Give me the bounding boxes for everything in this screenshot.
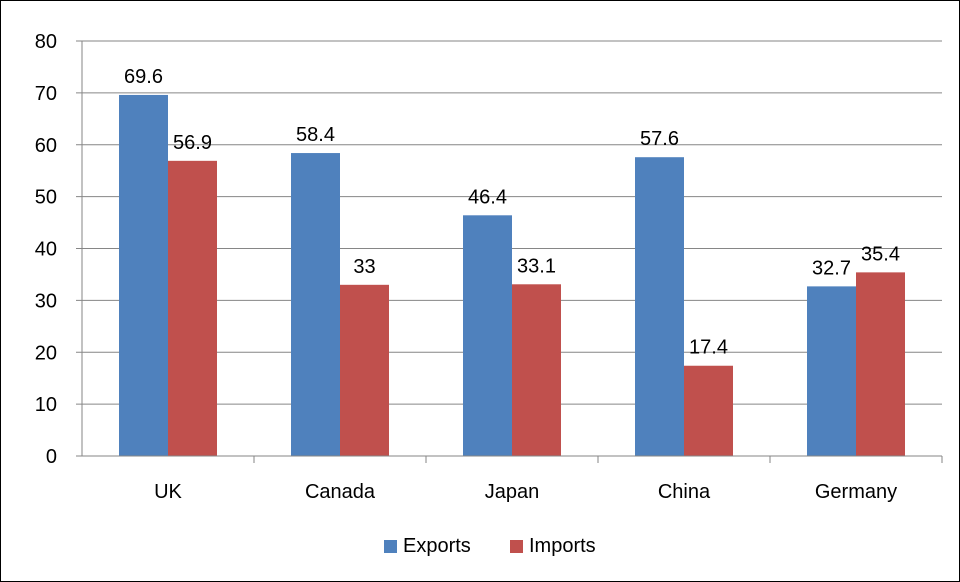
data-label: 17.4 — [689, 337, 728, 359]
data-label: 35.4 — [861, 243, 900, 265]
data-label: 46.4 — [468, 186, 507, 208]
y-tick-label: 50 — [35, 187, 57, 209]
bar-exports — [463, 215, 512, 456]
legend-label-exports: Exports — [403, 535, 471, 557]
y-tick-label: 70 — [35, 83, 57, 105]
x-category-label: Japan — [485, 481, 540, 503]
bar-exports — [291, 153, 340, 457]
legend-swatch-imports — [510, 540, 523, 553]
x-category-label: Germany — [815, 481, 897, 503]
data-label: 57.6 — [640, 128, 679, 150]
y-tick-label: 0 — [46, 446, 57, 468]
bar-imports — [684, 365, 733, 456]
legend-label-imports: Imports — [529, 535, 596, 557]
bar-imports — [340, 284, 389, 456]
data-label: 56.9 — [173, 132, 212, 154]
data-label: 33.1 — [517, 255, 556, 277]
y-tick-label: 40 — [35, 239, 57, 261]
y-tick-label: 10 — [35, 394, 57, 416]
data-labels: 69.6 56.9 58.4 33 46.4 33.1 57.6 17.4 32.7 35.4 — [124, 66, 900, 359]
bar-imports — [856, 272, 905, 456]
x-category-label: China — [658, 481, 711, 503]
bar-exports — [807, 286, 856, 456]
bar-imports — [512, 284, 561, 456]
legend: Exports Imports — [384, 535, 596, 557]
data-label: 32.7 — [812, 257, 851, 279]
data-label: 33 — [353, 256, 375, 278]
bar-exports — [635, 157, 684, 456]
y-tick-label: 20 — [35, 342, 57, 364]
x-category-label: Canada — [305, 481, 376, 503]
x-category-label: UK — [154, 481, 182, 503]
data-label: 69.6 — [124, 66, 163, 88]
bars — [119, 94, 905, 457]
data-label: 58.4 — [296, 124, 335, 146]
y-tick-label: 30 — [35, 290, 57, 312]
bar-imports — [168, 160, 217, 457]
axes: 0 10 20 30 40 50 60 70 80 UK Canada Japan China Germa… — [35, 31, 943, 503]
y-tick-label: 60 — [35, 135, 57, 157]
legend-swatch-exports — [384, 540, 397, 553]
bar-exports — [119, 94, 168, 456]
y-tick-label: 80 — [35, 31, 57, 53]
